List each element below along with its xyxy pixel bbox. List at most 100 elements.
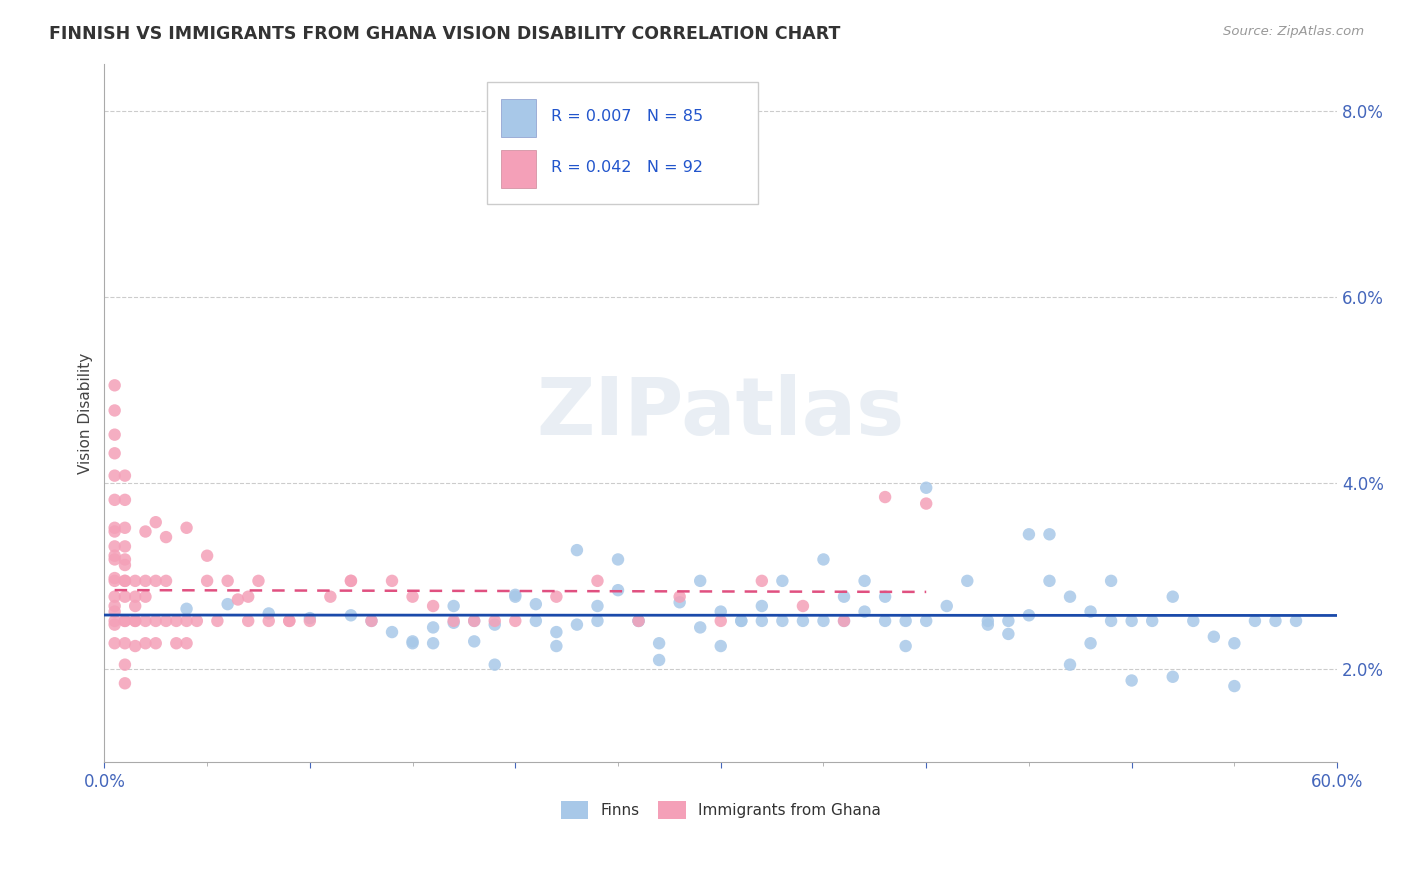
- Point: [422, 599, 444, 613]
- Point: [503, 588, 526, 602]
- Point: [956, 574, 979, 588]
- Point: [730, 614, 752, 628]
- Point: [813, 552, 835, 566]
- Point: [977, 617, 1000, 632]
- Point: [977, 614, 1000, 628]
- Point: [134, 524, 156, 539]
- Point: [114, 590, 136, 604]
- Point: [1099, 574, 1122, 588]
- Point: [238, 614, 260, 628]
- Point: [340, 574, 363, 588]
- Point: [853, 574, 876, 588]
- Point: [813, 614, 835, 628]
- Point: [114, 574, 136, 588]
- Point: [124, 614, 146, 628]
- Point: [104, 617, 127, 632]
- Point: [124, 599, 146, 613]
- Point: [114, 468, 136, 483]
- Point: [915, 614, 938, 628]
- Point: [104, 403, 127, 417]
- Point: [319, 590, 342, 604]
- Point: [104, 614, 127, 628]
- Point: [443, 599, 465, 613]
- Point: [114, 540, 136, 554]
- Point: [1018, 608, 1040, 623]
- Point: [114, 614, 136, 628]
- Point: [238, 590, 260, 604]
- Point: [104, 793, 127, 807]
- Point: [381, 574, 404, 588]
- Point: [627, 614, 650, 628]
- Point: [832, 614, 855, 628]
- Point: [503, 590, 526, 604]
- Point: [935, 599, 957, 613]
- Point: [484, 614, 506, 628]
- FancyBboxPatch shape: [486, 81, 758, 203]
- Point: [104, 540, 127, 554]
- Point: [565, 543, 588, 558]
- Point: [1161, 670, 1184, 684]
- Point: [524, 614, 547, 628]
- Point: [104, 590, 127, 604]
- Point: [565, 617, 588, 632]
- Point: [145, 515, 167, 529]
- Point: [104, 781, 127, 796]
- Point: [114, 676, 136, 690]
- Point: [915, 497, 938, 511]
- Point: [104, 605, 127, 619]
- Point: [114, 636, 136, 650]
- Point: [145, 574, 167, 588]
- Point: [176, 521, 198, 535]
- Point: [278, 614, 301, 628]
- Point: [422, 620, 444, 634]
- Point: [1161, 590, 1184, 604]
- Point: [145, 636, 167, 650]
- Point: [360, 614, 382, 628]
- Point: [176, 614, 198, 628]
- Point: [997, 627, 1019, 641]
- Point: [586, 614, 609, 628]
- Point: [165, 614, 187, 628]
- Point: [832, 590, 855, 604]
- Y-axis label: Vision Disability: Vision Disability: [79, 352, 93, 474]
- Point: [710, 614, 733, 628]
- Point: [124, 574, 146, 588]
- Point: [586, 574, 609, 588]
- Point: [524, 597, 547, 611]
- Point: [340, 608, 363, 623]
- Point: [546, 639, 568, 653]
- Point: [648, 636, 671, 650]
- Point: [1223, 679, 1246, 693]
- Point: [104, 788, 127, 802]
- Point: [401, 590, 423, 604]
- Point: [503, 614, 526, 628]
- Point: [710, 639, 733, 653]
- FancyBboxPatch shape: [502, 150, 536, 188]
- Point: [195, 574, 218, 588]
- Point: [894, 614, 917, 628]
- Point: [792, 614, 814, 628]
- Point: [894, 639, 917, 653]
- Point: [586, 599, 609, 613]
- Point: [751, 614, 773, 628]
- Point: [124, 614, 146, 628]
- Point: [257, 607, 280, 621]
- Point: [607, 552, 630, 566]
- Point: [751, 574, 773, 588]
- Point: [1264, 614, 1286, 628]
- Point: [770, 574, 793, 588]
- Point: [176, 602, 198, 616]
- Point: [104, 446, 127, 460]
- Point: [298, 614, 321, 628]
- Point: [770, 614, 793, 628]
- Point: [422, 636, 444, 650]
- Point: [104, 524, 127, 539]
- Point: [1285, 614, 1308, 628]
- Point: [1080, 636, 1102, 650]
- Point: [176, 636, 198, 650]
- Point: [1080, 605, 1102, 619]
- Point: [1038, 574, 1060, 588]
- Point: [114, 492, 136, 507]
- Point: [484, 657, 506, 672]
- Point: [114, 521, 136, 535]
